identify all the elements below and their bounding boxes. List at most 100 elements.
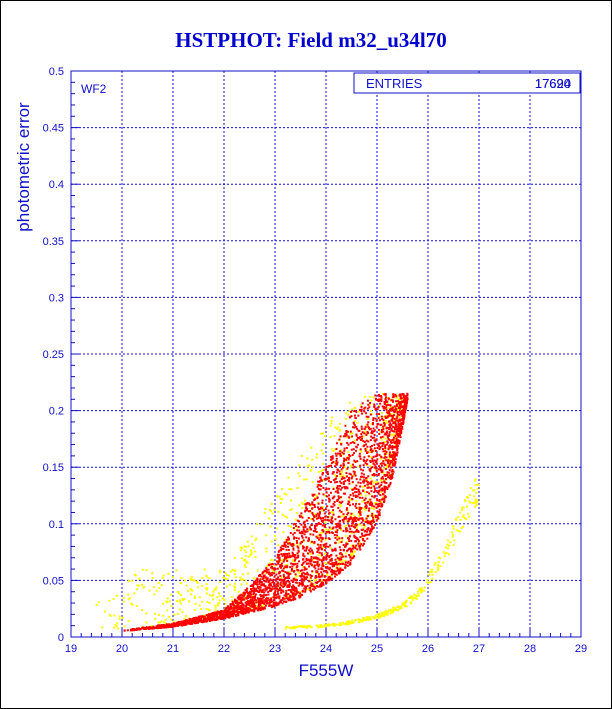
data-point-red [352,448,355,451]
data-point-red [249,598,252,601]
data-point-yellow-sequence [451,531,454,534]
data-point-red [392,438,395,441]
data-point-red [305,562,308,565]
data-point-red [386,436,389,439]
data-point-yellow-sequence [473,479,476,482]
data-point-red [340,558,343,561]
data-point-red [334,558,337,561]
data-point-yellow [298,475,301,478]
data-point-red [371,526,374,529]
data-point-red [246,610,249,613]
data-point-red [297,554,300,557]
data-point-red [311,583,314,586]
data-point-yellow [229,570,232,573]
data-point-red [294,554,297,557]
data-point-red [383,481,386,484]
data-point-red [307,537,310,540]
data-point-yellow [279,501,282,504]
data-point-red [322,493,325,496]
data-point-red [405,397,408,400]
data-point-red [404,402,407,405]
data-point-red [328,487,331,490]
data-point-yellow [374,517,377,520]
data-point-red [375,519,378,522]
data-point-yellow-sequence [319,624,322,627]
data-point-red [378,395,381,398]
data-point-red [253,596,256,599]
data-point-red [391,454,394,457]
data-point-red [204,617,207,620]
data-point-red [334,465,337,468]
data-point-red [378,398,381,401]
data-point-red [315,524,318,527]
data-point-red [314,567,317,570]
data-point-red [331,461,334,464]
data-point-yellow-sequence [360,619,363,622]
data-point-red [293,597,296,600]
data-point-red [295,525,298,528]
data-point-red [214,613,217,616]
data-point-yellow [360,450,363,453]
data-point-yellow [170,605,173,608]
data-point-yellow [317,470,320,473]
data-point-yellow [309,553,312,556]
data-point-red [340,541,343,544]
data-point-red [254,604,257,607]
data-point-red [252,602,255,605]
data-point-red [303,530,306,533]
data-point-red [253,590,256,593]
data-point-red [328,575,331,578]
data-point-yellow [302,540,305,543]
data-point-red [241,607,244,610]
data-point-red [297,546,300,549]
data-point-yellow [185,615,188,618]
data-point-red [269,578,272,581]
data-point-red [311,501,314,504]
data-point-red [321,562,324,565]
data-point-red [314,530,317,533]
data-point-yellow-sequence [367,618,370,621]
data-point-red [388,410,391,413]
data-point-red [391,463,394,466]
data-point-yellow [337,426,340,429]
data-point-red [382,425,385,428]
data-point-red [348,436,351,439]
data-point-red [304,567,307,570]
data-point-yellow-sequence [343,623,346,626]
data-point-red [351,475,354,478]
data-point-red [273,583,276,586]
data-point-red [393,405,396,408]
data-point-red [364,447,367,450]
data-point-red [348,563,351,566]
data-point-red [387,420,390,423]
data-point-red [308,503,311,506]
data-point-red [401,400,404,403]
data-point-red [357,518,360,521]
data-point-red [360,425,363,428]
data-point-yellow [366,478,369,481]
data-point-yellow-sequence [429,571,432,574]
data-point-red [383,393,386,396]
data-point-red [381,489,384,492]
data-point-red [172,624,175,627]
data-point-yellow [356,421,359,424]
data-point-yellow [281,513,284,516]
data-point-red [365,460,368,463]
data-point-yellow [140,583,143,586]
data-point-yellow [344,418,347,421]
data-point-red [327,516,330,519]
data-point-red [352,452,355,455]
data-point-yellow [311,480,314,483]
data-point-red [270,598,273,601]
data-point-yellow [187,589,190,592]
data-point-yellow-sequence [461,516,464,519]
data-point-red [346,441,349,444]
data-point-red [402,409,405,412]
data-point-red [346,513,349,516]
data-point-red [374,394,377,397]
data-point-red [324,515,327,518]
data-point-yellow [166,601,169,604]
data-point-yellow [277,510,280,513]
data-point-red [398,403,401,406]
data-point-red [387,458,390,461]
